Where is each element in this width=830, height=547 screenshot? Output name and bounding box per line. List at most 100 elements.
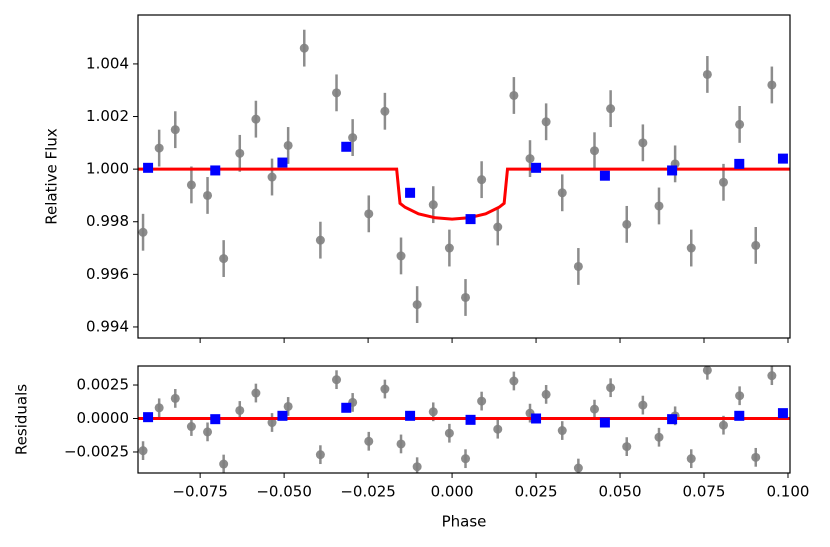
y-tick-label: 0.0000 — [77, 409, 130, 427]
x-tick-label: 0.100 — [767, 483, 810, 501]
data-point — [428, 200, 438, 210]
binned-point — [734, 158, 745, 169]
x-tick-label: −0.075 — [172, 483, 228, 501]
data-point — [364, 436, 374, 446]
x-tick-label: −0.050 — [256, 483, 312, 501]
binned-point — [143, 162, 154, 173]
data-point — [299, 43, 309, 53]
binned-point — [210, 165, 221, 176]
data-point — [444, 428, 454, 438]
x-tick-label: −0.025 — [340, 483, 396, 501]
x-tick-label: 0.050 — [599, 483, 642, 501]
data-point — [138, 446, 148, 456]
binned-point — [599, 417, 610, 428]
y-tick-label: 1.000 — [86, 160, 129, 178]
data-point — [477, 396, 487, 406]
data-point — [654, 432, 664, 442]
data-point — [702, 366, 712, 375]
data-point — [348, 133, 358, 143]
data-point — [461, 292, 471, 302]
data-point — [251, 388, 261, 398]
binned-point — [277, 157, 288, 168]
binned-point — [341, 402, 352, 413]
data-point — [412, 462, 422, 472]
data-point — [412, 300, 422, 310]
data-point — [332, 88, 342, 98]
data-point — [606, 383, 616, 393]
data-point — [767, 371, 777, 381]
data-point — [203, 190, 213, 200]
binned-point — [734, 410, 745, 421]
data-point — [590, 404, 600, 414]
data-point — [686, 243, 696, 253]
axes-frame — [137, 365, 791, 474]
data-point — [509, 376, 519, 386]
data-point — [735, 391, 745, 401]
data-point — [638, 138, 648, 148]
data-point — [170, 393, 180, 403]
data-point — [573, 261, 583, 271]
data-point — [267, 418, 277, 428]
data-point — [235, 148, 245, 158]
data-point — [428, 407, 438, 417]
y-tick-label: 0.996 — [86, 265, 129, 283]
axes-frame — [137, 14, 791, 339]
data-point — [541, 389, 551, 399]
data-point — [315, 235, 325, 245]
data-point — [654, 201, 664, 211]
binned-point — [465, 414, 476, 425]
plot-area — [138, 366, 790, 473]
data-point — [364, 209, 374, 219]
y-tick-label: 1.004 — [86, 54, 129, 72]
data-point — [702, 69, 712, 79]
y-axis-label: Residuals — [13, 384, 31, 455]
y-tick-label: 0.998 — [86, 212, 129, 230]
data-point — [638, 400, 648, 410]
data-point — [251, 114, 261, 124]
binned-point — [143, 412, 154, 423]
binned-point — [777, 153, 788, 164]
data-point — [380, 384, 390, 394]
data-point — [622, 442, 632, 452]
data-point — [203, 427, 213, 437]
data-point — [622, 219, 632, 229]
data-point — [219, 459, 229, 469]
data-point — [283, 140, 293, 150]
data-point — [235, 405, 245, 415]
data-point — [138, 227, 148, 237]
y-tick-label: −0.0025 — [64, 442, 129, 460]
binned-point — [405, 187, 416, 198]
binned-point — [667, 414, 678, 425]
data-point — [735, 119, 745, 129]
data-point — [444, 243, 454, 253]
data-point — [767, 80, 777, 90]
data-point — [477, 175, 487, 185]
data-point — [493, 222, 503, 232]
data-point — [380, 106, 390, 116]
data-point — [396, 251, 406, 261]
data-point — [751, 240, 761, 250]
plot-area — [138, 29, 790, 324]
x-tick-label: 0.000 — [431, 483, 474, 501]
binned-point — [599, 170, 610, 181]
data-point — [267, 172, 277, 182]
binned-point — [667, 165, 678, 176]
data-point — [557, 188, 567, 198]
data-point — [557, 426, 567, 436]
data-point — [396, 439, 406, 449]
binned-point — [405, 410, 416, 421]
data-point — [686, 454, 696, 464]
binned-point — [531, 413, 542, 424]
data-point — [751, 452, 761, 462]
data-point — [186, 422, 196, 432]
y-axis-label: Relative Flux — [43, 128, 61, 225]
data-point — [525, 154, 535, 164]
data-point — [509, 90, 519, 100]
data-point — [170, 125, 180, 135]
data-point — [493, 424, 503, 434]
data-point — [154, 143, 164, 153]
data-point — [315, 450, 325, 460]
model-line — [138, 167, 790, 221]
binned-point — [210, 414, 221, 425]
